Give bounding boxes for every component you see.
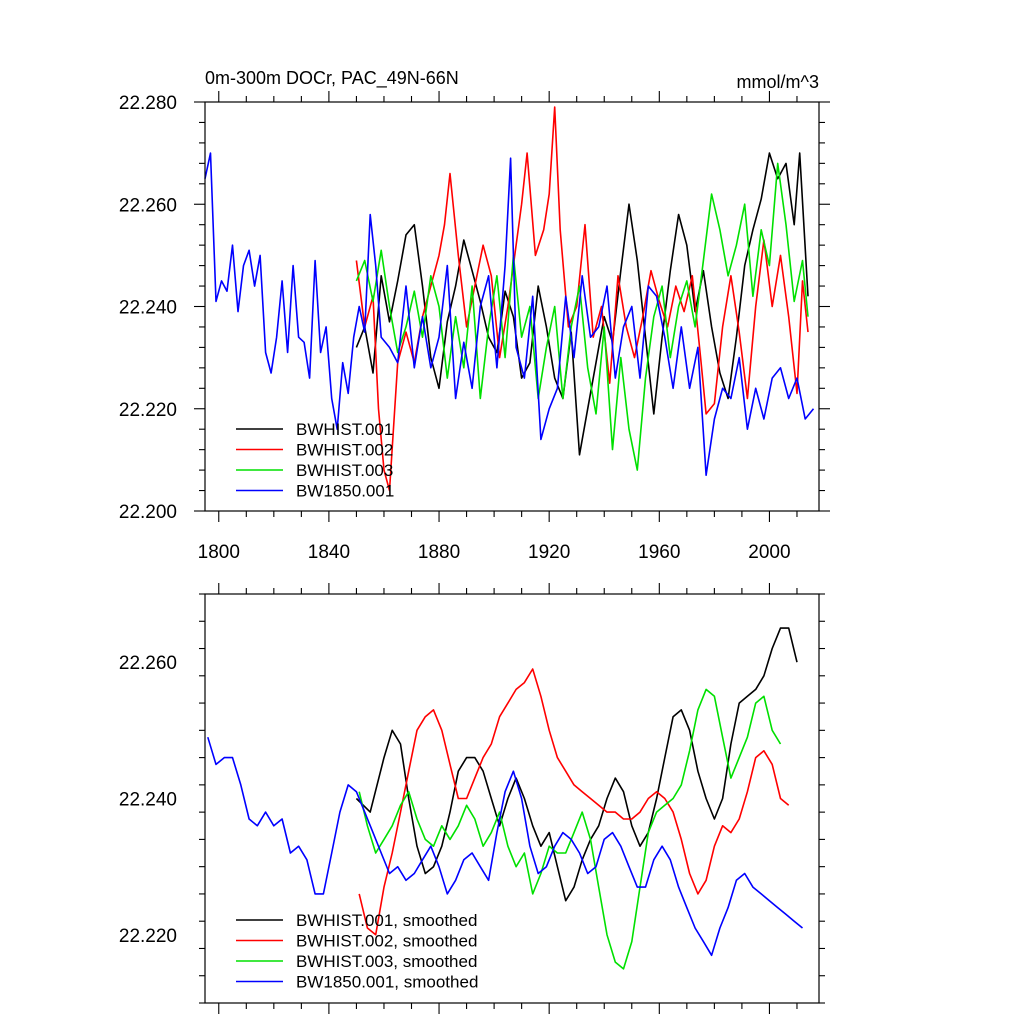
axes-top: 1800 1840 1880 1920 1960 2000 22.200 22.220 22.2… [119, 91, 830, 563]
legend-label: BWHIST.003, smoothed [296, 952, 477, 971]
x-tick-label: 2000 [748, 542, 790, 563]
series-layer-bottom [207, 627, 804, 970]
legend-label: BWHIST.001, smoothed [296, 911, 477, 930]
series-line-2 [358, 668, 790, 936]
y-tick-label: 22.260 [119, 195, 177, 216]
x-tick-label: 1920 [528, 542, 570, 563]
y-tick-label: 22.220 [119, 926, 177, 947]
legend-label: BWHIST.003 [296, 461, 393, 480]
axes-bottom: 22.220 22.240 22.260 [119, 583, 825, 1014]
y-tick-label: 22.200 [119, 502, 177, 523]
series-line-4 [204, 152, 815, 476]
panel-top-chart: 0m-300m DOCr, PAC_49N-66N mmol/m^3 1800 1… [119, 68, 830, 563]
legend-label: BWHIST.002, smoothed [296, 932, 477, 951]
legend-label: BW1850.001, smoothed [296, 973, 478, 992]
series-line-1 [355, 152, 809, 456]
x-tick-label: 1880 [418, 542, 460, 563]
legend-label: BW1850.001 [296, 482, 394, 501]
y-tick-label: 22.240 [119, 298, 177, 319]
y-tick-label: 22.220 [119, 400, 177, 421]
y-tick-label: 22.260 [119, 653, 177, 674]
units-label: mmol/m^3 [737, 72, 819, 92]
y-tick-label: 22.280 [119, 93, 177, 114]
plot-frame [204, 593, 820, 1004]
x-tick-label: 1800 [198, 542, 240, 563]
legend-label: BWHIST.002 [296, 441, 393, 460]
x-tick-label: 1840 [308, 542, 350, 563]
legend-label: BWHIST.001 [296, 420, 393, 439]
series-line-3 [358, 688, 782, 970]
y-tick-label: 22.240 [119, 790, 177, 811]
series-line-3 [355, 162, 809, 471]
series-line-4 [207, 736, 804, 957]
legend-bottom: BWHIST.001, smoothed BWHIST.002, smoothed… [236, 911, 478, 992]
x-tick-label: 1960 [638, 542, 680, 563]
chart-title: 0m-300m DOCr, PAC_49N-66N [205, 68, 459, 89]
series-layer-top [204, 106, 815, 492]
